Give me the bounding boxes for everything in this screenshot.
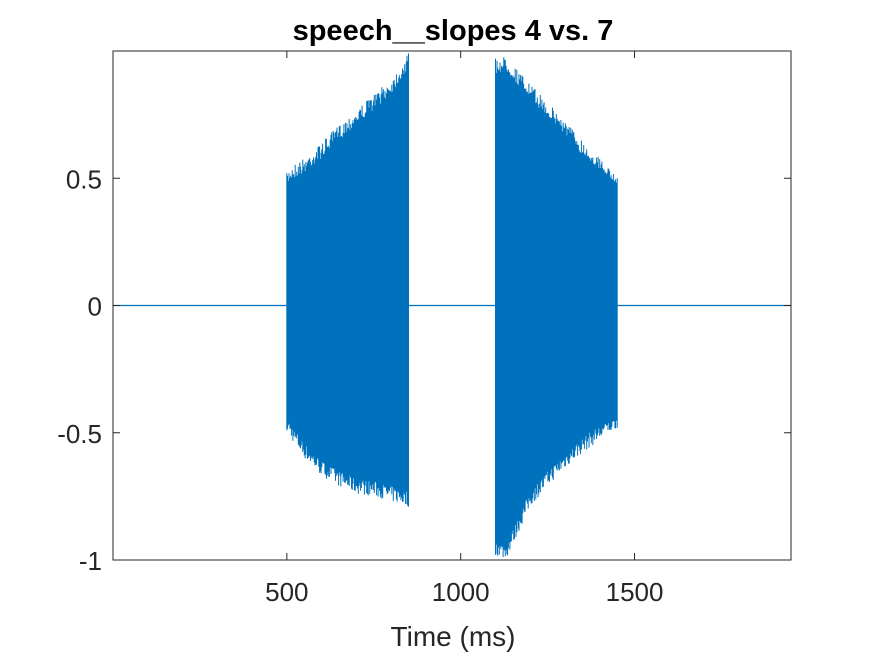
chart-title: speech__slopes 4 vs. 7	[293, 15, 614, 47]
y-tick-label--1: -1	[79, 546, 102, 576]
x-tick-label-1500: 1500	[606, 577, 664, 607]
x-tick-label-1000: 1000	[432, 577, 490, 607]
y-tick-label-0: 0	[88, 292, 102, 322]
x-tick-label-500: 500	[265, 577, 308, 607]
y-tick-label-0_5: 0.5	[66, 164, 102, 194]
axis-ticks: 500 1000 1500 -1 -0.5 0 0.5	[57, 51, 791, 607]
waveform-burst-1-peaks	[286, 53, 409, 507]
waveform-burst-2-peaks	[495, 57, 618, 558]
y-tick-label--0_5: -0.5	[57, 419, 102, 449]
x-axis-label: Time (ms)	[391, 621, 516, 652]
waveform	[113, 53, 791, 558]
